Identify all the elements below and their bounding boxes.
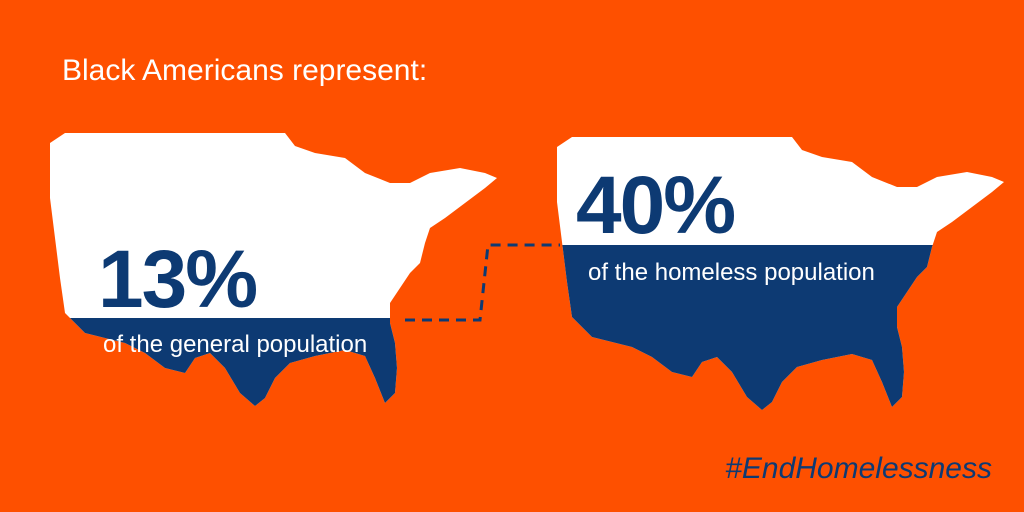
- connector: [405, 243, 560, 322]
- percent: 13%: [98, 234, 256, 325]
- caption: of the homeless population: [588, 259, 875, 286]
- hashtag: #EndHomelessness: [725, 452, 992, 485]
- title: Black Americans represent:: [62, 54, 427, 87]
- caption: of the general population: [103, 331, 367, 358]
- percent: 40%: [576, 160, 734, 251]
